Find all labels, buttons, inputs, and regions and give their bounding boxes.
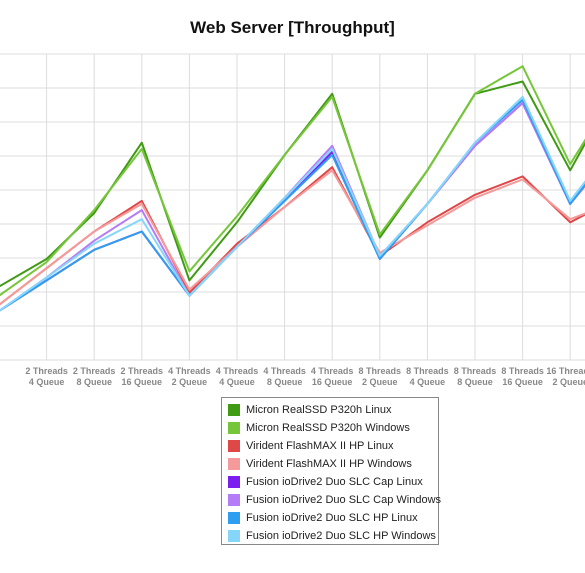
legend-label: Fusion ioDrive2 Duo SLC HP Linux: [246, 512, 418, 524]
legend-swatch: [228, 476, 240, 488]
chart-title: Web Server [Throughput]: [190, 18, 395, 37]
series-line-3: [0, 169, 585, 306]
x-tick-label: 4 Queue: [219, 377, 255, 387]
x-tick-label: 16 Queue: [502, 377, 543, 387]
x-tick-label: 8 Queue: [267, 377, 303, 387]
x-tick-label: 16 Threads: [546, 366, 585, 376]
x-tick-label: 2 Queue: [552, 377, 585, 387]
x-tick-label: 2 Queue: [172, 377, 208, 387]
legend-item: Micron RealSSD P320h Linux: [228, 401, 438, 419]
x-tick-label: 4 Queue: [410, 377, 446, 387]
x-tick-label: 8 Threads: [454, 366, 497, 376]
legend-item: Micron RealSSD P320h Windows: [228, 419, 438, 437]
x-tick-label: 16 Queue: [122, 377, 163, 387]
legend-item: Virident FlashMAX II HP Windows: [228, 455, 438, 473]
x-tick-label: 4 Threads: [168, 366, 211, 376]
legend-swatch: [228, 404, 240, 416]
series-line-1: [0, 65, 585, 297]
x-tick-label: 2 Threads: [25, 366, 68, 376]
x-tick-label: 4 Threads: [263, 366, 306, 376]
legend-swatch: [228, 440, 240, 452]
legend: Micron RealSSD P320h Linux Micron RealSSD…: [221, 397, 442, 545]
series-line-4: [0, 102, 585, 312]
legend-item: Virident FlashMAX II HP Linux: [228, 437, 438, 455]
x-tick-label: 8 Threads: [359, 366, 402, 376]
series-lines: [0, 65, 585, 312]
legend-label: Fusion ioDrive2 Duo SLC Cap Linux: [246, 476, 423, 488]
legend-item: Fusion ioDrive2 Duo SLC Cap Linux: [228, 473, 438, 491]
legend-label: Micron RealSSD P320h Linux: [246, 404, 392, 416]
series-line-5: [0, 102, 585, 312]
legend-label: Fusion ioDrive2 Duo SLC Cap Windows: [246, 494, 442, 506]
series-line-7: [0, 95, 585, 312]
x-tick-label: 8 Threads: [501, 366, 544, 376]
legend-item: Fusion ioDrive2 Duo SLC HP Windows: [228, 527, 438, 545]
grid: [0, 53, 585, 361]
series-line-6: [0, 98, 585, 312]
x-tick-label: 8 Queue: [76, 377, 112, 387]
x-tick-label: 8 Threads: [406, 366, 449, 376]
x-tick-label: 4 Queue: [29, 377, 65, 387]
x-tick-label: 4 Threads: [216, 366, 259, 376]
x-tick-label: 16 Queue: [312, 377, 353, 387]
legend-swatch: [228, 422, 240, 434]
x-tick-label: 2 Threads: [121, 366, 164, 376]
legend-swatch: [228, 530, 240, 542]
legend-label: Fusion ioDrive2 Duo SLC HP Windows: [246, 530, 436, 542]
legend-swatch: [228, 458, 240, 470]
legend-item: Fusion ioDrive2 Duo SLC Cap Windows: [228, 491, 442, 509]
x-tick-label: 8 Queue: [457, 377, 493, 387]
legend-label: Virident FlashMAX II HP Linux: [246, 440, 394, 452]
x-tick-label: 2 Queue: [362, 377, 398, 387]
legend-label: Virident FlashMAX II HP Windows: [246, 458, 412, 470]
x-tick-label: 4 Threads: [311, 366, 354, 376]
series-line-0: [0, 80, 585, 288]
legend-swatch: [228, 512, 240, 524]
x-tick-label: 2 Threads: [73, 366, 116, 376]
legend-label: Micron RealSSD P320h Windows: [246, 422, 410, 434]
legend-item: Fusion ioDrive2 Duo SLC HP Linux: [228, 509, 438, 527]
legend-swatch: [228, 494, 240, 506]
